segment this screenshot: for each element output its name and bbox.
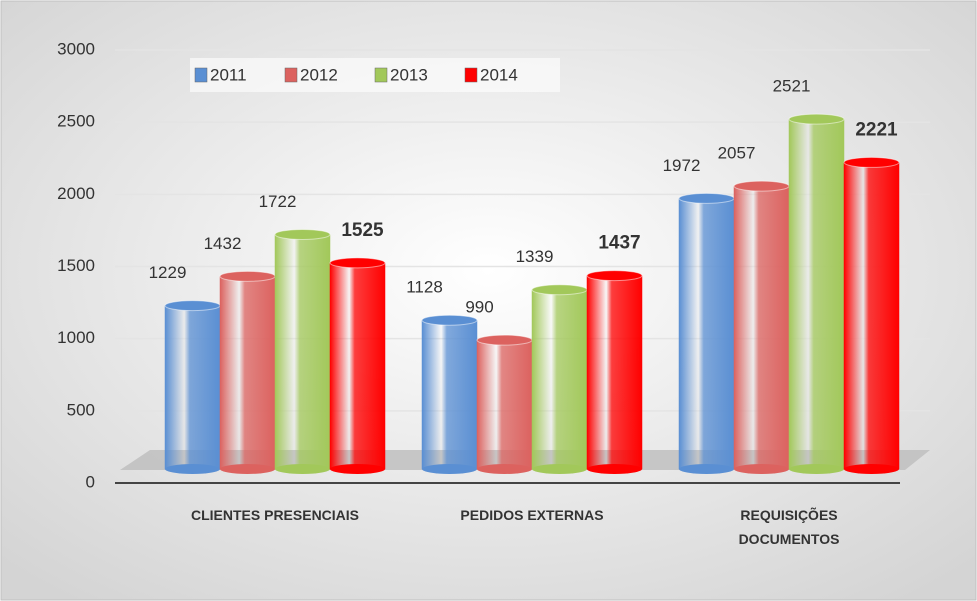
bar [476, 339, 533, 470]
y-tick-label: 2000 [57, 184, 95, 203]
bar-top [531, 284, 588, 296]
x-tick-label: REQUISIÇÕES DOCUMENTOS [738, 507, 840, 547]
y-tick-label: 1000 [57, 328, 95, 347]
data-label: 2521 [773, 77, 811, 96]
bar-top [733, 180, 790, 192]
legend-swatch [374, 67, 388, 83]
bar-top [586, 270, 643, 282]
x-tick-label: PEDIDOS EXTERNAS [460, 507, 604, 523]
legend-label: 2013 [390, 65, 428, 84]
bar-top [421, 314, 478, 326]
x-tick-label: CLIENTES PRESENCIAIS [190, 507, 360, 523]
data-label: 1432 [204, 234, 242, 253]
y-tick-label: 3000 [57, 39, 95, 58]
bar [586, 275, 643, 470]
bar-top [164, 300, 221, 312]
bar [329, 262, 386, 470]
bar [531, 289, 588, 470]
data-label: 1128 [406, 278, 443, 297]
bar-top [274, 228, 331, 240]
bar-top [476, 334, 533, 346]
bar-top [843, 156, 900, 168]
legend-swatch [194, 67, 208, 83]
y-tick-label: 1500 [57, 256, 95, 275]
data-label: 1437 [598, 233, 640, 254]
data-label: 990 [465, 298, 493, 317]
data-label: 1972 [663, 156, 701, 175]
bar-top [329, 257, 386, 269]
legend-label: 2014 [480, 65, 518, 84]
legend-label: 2011 [210, 65, 247, 84]
bar [678, 198, 735, 470]
legend-swatch [464, 67, 478, 83]
bar [421, 319, 478, 470]
y-tick-label: 500 [67, 400, 95, 419]
bar [219, 276, 276, 470]
data-label: 1525 [341, 220, 384, 241]
data-label: 2057 [718, 144, 756, 163]
bar [164, 305, 221, 470]
bar [843, 162, 900, 470]
bar-top [219, 270, 276, 282]
bar [274, 234, 331, 470]
data-label: 2221 [855, 119, 898, 140]
y-tick-label: 2500 [57, 112, 95, 131]
bar [788, 118, 845, 470]
bar-top [678, 192, 735, 204]
y-tick-label: 0 [86, 472, 95, 491]
legend-swatch [284, 67, 298, 83]
bar-top [788, 113, 845, 125]
bar [733, 185, 790, 470]
data-label: 1722 [259, 192, 297, 211]
data-label: 1229 [149, 263, 187, 282]
legend-label: 2012 [300, 65, 338, 84]
data-label: 1339 [516, 247, 554, 266]
